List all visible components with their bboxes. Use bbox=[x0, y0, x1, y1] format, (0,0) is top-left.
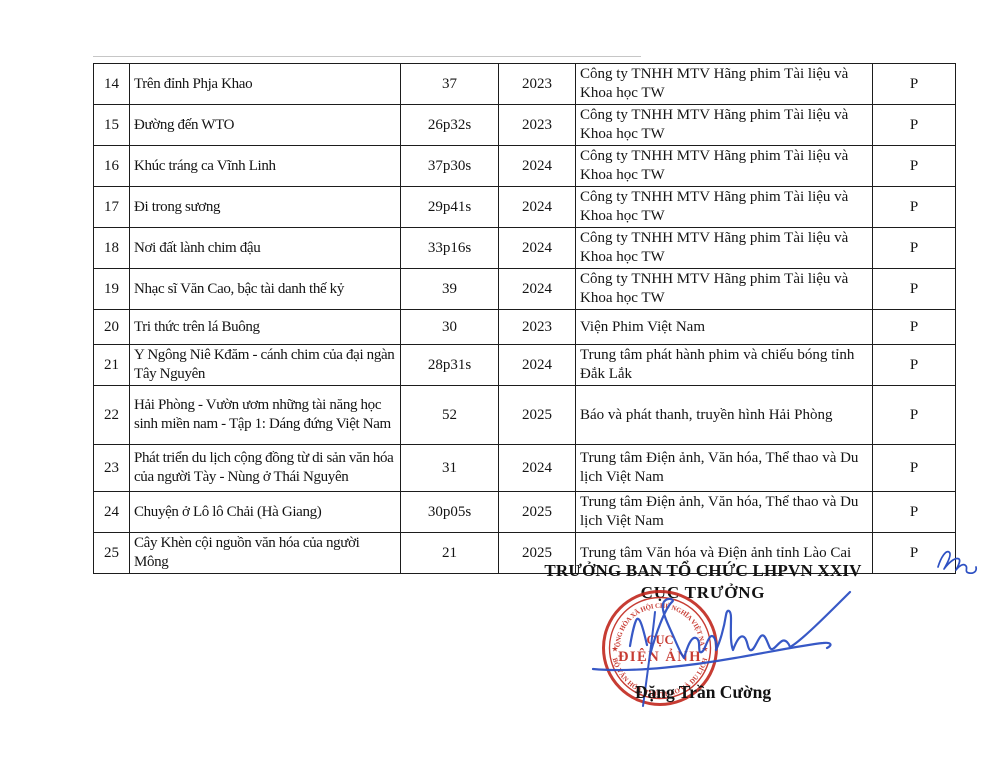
film-status-cell: P bbox=[872, 104, 956, 146]
table-row: 23 Phát triển du lịch cộng đồng từ di sản… bbox=[93, 444, 956, 492]
table-row: 18 Nơi đất lành chim đậu 33p16s 2024 Công ty… bbox=[93, 227, 956, 269]
film-year-cell: 2025 bbox=[498, 532, 576, 574]
signature-mark bbox=[591, 590, 852, 707]
film-producer-cell: Công ty TNHH MTV Hãng phim Tài liệu và K… bbox=[575, 145, 873, 187]
film-year-cell: 2024 bbox=[498, 444, 576, 492]
film-no-cell: 14 bbox=[93, 63, 130, 105]
film-duration-cell: 39 bbox=[400, 268, 499, 310]
film-producer-cell: Viện Phim Việt Nam bbox=[575, 309, 873, 345]
film-duration-cell: 21 bbox=[400, 532, 499, 574]
table-row: 15 Đường đến WTO 26p32s 2023 Công ty TNHH MT… bbox=[93, 104, 956, 146]
film-year-cell: 2024 bbox=[498, 268, 576, 310]
film-producer-cell: Trung tâm Điện ảnh, Văn hóa, Thể thao và… bbox=[575, 444, 873, 492]
table-row: 14 Trên đỉnh Phja Khao 37 2023 Công ty TNHH … bbox=[93, 63, 956, 105]
signature-heading: TRƯỞNG BAN TỔ CHỨC LHPVN XXIV bbox=[544, 561, 862, 580]
film-status-cell: P bbox=[872, 532, 956, 574]
film-no-cell: 17 bbox=[93, 186, 130, 228]
film-duration-cell: 28p31s bbox=[400, 344, 499, 386]
film-title-cell: Nơi đất lành chim đậu bbox=[129, 227, 401, 269]
table-row: 16 Khúc tráng ca Vĩnh Linh 37p30s 2024 Công … bbox=[93, 145, 956, 187]
film-status-cell: P bbox=[872, 227, 956, 269]
film-producer-cell: Công ty TNHH MTV Hãng phim Tài liệu và K… bbox=[575, 104, 873, 146]
film-producer-cell: Công ty TNHH MTV Hãng phim Tài liệu và K… bbox=[575, 63, 873, 105]
table-row: 17 Đi trong sương 29p41s 2024 Công ty TNHH M… bbox=[93, 186, 956, 228]
film-title-cell: Đi trong sương bbox=[129, 186, 401, 228]
signer-name: Đặng Trần Cường bbox=[634, 682, 772, 702]
film-duration-cell: 31 bbox=[400, 444, 499, 492]
film-no-cell: 24 bbox=[93, 491, 130, 533]
film-duration-cell: 33p16s bbox=[400, 227, 499, 269]
film-no-cell: 15 bbox=[93, 104, 130, 146]
film-no-cell: 16 bbox=[93, 145, 130, 187]
film-no-cell: 25 bbox=[93, 532, 130, 574]
film-title-cell: Khúc tráng ca Vĩnh Linh bbox=[129, 145, 401, 187]
film-title-cell: Hải Phòng - Vườn ươm những tài năng học … bbox=[129, 385, 401, 445]
film-no-cell: 21 bbox=[93, 344, 130, 386]
film-duration-cell: 30p05s bbox=[400, 491, 499, 533]
table-row: 21 Y Ngông Niê Kđăm - cánh chim của đại n… bbox=[93, 344, 956, 386]
film-status-cell: P bbox=[872, 63, 956, 105]
film-duration-cell: 30 bbox=[400, 309, 499, 345]
film-status-cell: P bbox=[872, 385, 956, 445]
film-status-cell: P bbox=[872, 344, 956, 386]
film-status-cell: P bbox=[872, 186, 956, 228]
film-duration-cell: 52 bbox=[400, 385, 499, 445]
films-table-body: 14 Trên đỉnh Phja Khao 37 2023 Công ty TNHH … bbox=[93, 63, 956, 574]
film-year-cell: 2024 bbox=[498, 227, 576, 269]
film-no-cell: 23 bbox=[93, 444, 130, 492]
film-year-cell: 2023 bbox=[498, 104, 576, 146]
signature-stroke-underline bbox=[591, 641, 832, 672]
film-duration-cell: 37p30s bbox=[400, 145, 499, 187]
film-duration-cell: 37 bbox=[400, 63, 499, 105]
film-year-cell: 2025 bbox=[498, 491, 576, 533]
film-duration-cell: 26p32s bbox=[400, 104, 499, 146]
film-producer-cell: Trung tâm Điện ảnh, Văn hóa, Thể thao và… bbox=[575, 491, 873, 533]
film-status-cell: P bbox=[872, 444, 956, 492]
film-year-cell: 2024 bbox=[498, 344, 576, 386]
films-table: 14 Trên đỉnh Phja Khao 37 2023 Công ty TNHH … bbox=[93, 63, 956, 574]
film-producer-cell: Công ty TNHH MTV Hãng phim Tài liệu và K… bbox=[575, 186, 873, 228]
table-row: 25 Cây Khèn cội nguồn văn hóa của người M… bbox=[93, 532, 956, 574]
signer-role-title: CỤC TRƯỞNG bbox=[640, 583, 766, 602]
page-top-artifact-line bbox=[93, 56, 641, 57]
film-year-cell: 2023 bbox=[498, 63, 576, 105]
film-year-cell: 2025 bbox=[498, 385, 576, 445]
film-title-cell: Trên đỉnh Phja Khao bbox=[129, 63, 401, 105]
stamp-inner-ring bbox=[608, 596, 712, 700]
film-title-cell: Chuyện ở Lô lô Chải (Hà Giang) bbox=[129, 491, 401, 533]
film-title-cell: Cây Khèn cội nguồn văn hóa của người Môn… bbox=[129, 532, 401, 574]
table-row: 22 Hải Phòng - Vườn ươm những tài năng họ… bbox=[93, 385, 956, 445]
film-status-cell: P bbox=[872, 268, 956, 310]
film-year-cell: 2024 bbox=[498, 186, 576, 228]
film-title-cell: Đường đến WTO bbox=[129, 104, 401, 146]
film-producer-cell: Công ty TNHH MTV Hãng phim Tài liệu và K… bbox=[575, 227, 873, 269]
film-duration-cell: 29p41s bbox=[400, 186, 499, 228]
film-producer-cell: Công ty TNHH MTV Hãng phim Tài liệu và K… bbox=[575, 268, 873, 310]
paraph-stroke bbox=[937, 550, 978, 575]
film-no-cell: 22 bbox=[93, 385, 130, 445]
film-status-cell: P bbox=[872, 309, 956, 345]
film-no-cell: 19 bbox=[93, 268, 130, 310]
stamp-star-left-icon: ★ bbox=[611, 645, 618, 654]
film-status-cell: P bbox=[872, 145, 956, 187]
film-year-cell: 2023 bbox=[498, 309, 576, 345]
film-producer-cell: Báo và phát thanh, truyền hình Hải Phòng bbox=[575, 385, 873, 445]
film-no-cell: 20 bbox=[93, 309, 130, 345]
film-producer-cell: Trung tâm phát hành phim và chiếu bóng t… bbox=[575, 344, 873, 386]
table-row: 24 Chuyện ở Lô lô Chải (Hà Giang) 30p05s 20… bbox=[93, 491, 956, 533]
film-title-cell: Tri thức trên lá Buông bbox=[129, 309, 401, 345]
film-status-cell: P bbox=[872, 491, 956, 533]
table-row: 20 Tri thức trên lá Buông 30 2023 Viện Phim … bbox=[93, 309, 956, 345]
film-no-cell: 18 bbox=[93, 227, 130, 269]
film-title-cell: Y Ngông Niê Kđăm - cánh chim của đại ngà… bbox=[129, 344, 401, 386]
signature-stroke-main bbox=[628, 590, 852, 660]
signature-stroke-descender bbox=[642, 611, 656, 707]
film-title-cell: Nhạc sĩ Văn Cao, bậc tài danh thế kỷ bbox=[129, 268, 401, 310]
table-row: 19 Nhạc sĩ Văn Cao, bậc tài danh thế kỷ 39… bbox=[93, 268, 956, 310]
film-producer-cell: Trung tâm Văn hóa và Điện ảnh tỉnh Lào C… bbox=[575, 532, 873, 574]
paraph-mark bbox=[937, 550, 978, 575]
film-title-cell: Phát triển du lịch cộng đồng từ di sản v… bbox=[129, 444, 401, 492]
film-year-cell: 2024 bbox=[498, 145, 576, 187]
